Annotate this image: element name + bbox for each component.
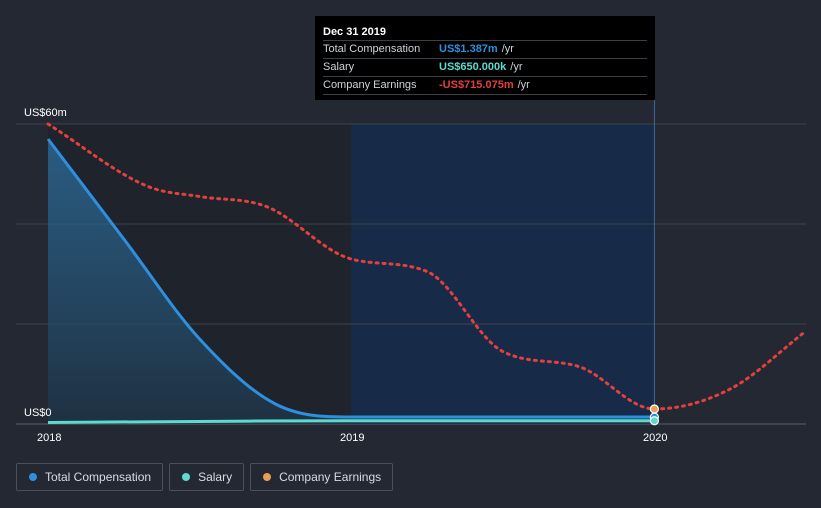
- salary-line: [47, 419, 655, 424]
- legend-label: Salary: [198, 470, 233, 484]
- tooltip-value: US$650.000k: [439, 61, 507, 73]
- tooltip-label: Company Earnings: [323, 79, 417, 91]
- tooltip-unit: /yr: [517, 79, 530, 91]
- tooltip-value: US$1.387m: [439, 43, 498, 55]
- legend-item-company-earnings[interactable]: Company Earnings: [250, 463, 394, 491]
- company-earnings-dot-icon: [263, 473, 272, 481]
- tooltip-date: Dec 31 2019: [323, 26, 386, 38]
- x-tick-label-2019: 2019: [340, 432, 364, 444]
- y-tick-label-max: US$60m: [24, 107, 67, 119]
- total-compensation-area: [48, 139, 655, 424]
- company-earnings-marker: [649, 404, 660, 414]
- legend-label: Company Earnings: [279, 470, 382, 484]
- tooltip: Dec 31 2019 Total Compensation US$1.387m…: [315, 16, 655, 100]
- highlight-region: [351, 124, 655, 424]
- tooltip-value: -US$715.075m: [439, 79, 514, 91]
- tooltip-row-salary: Salary US$650.000k /yr: [323, 58, 647, 76]
- tooltip-unit: /yr: [510, 61, 523, 73]
- x-tick-label-2018: 2018: [37, 432, 61, 444]
- legend: Total Compensation Salary Company Earnin…: [16, 463, 394, 491]
- highlight-markers: [649, 404, 660, 426]
- x-tick-label-2020: 2020: [643, 432, 667, 444]
- y-tick-label-zero: US$0: [24, 407, 52, 419]
- tooltip-label: Salary: [323, 61, 355, 73]
- total-compensation-line: [46, 138, 655, 419]
- salary-marker: [649, 416, 660, 426]
- tooltip-label: Total Compensation: [323, 43, 421, 55]
- legend-item-salary[interactable]: Salary: [169, 463, 245, 491]
- tooltip-row-company-earnings: Company Earnings -US$715.075m /yr: [323, 76, 647, 95]
- tooltip-unit: /yr: [501, 43, 514, 55]
- salary-dot-icon: [182, 473, 191, 481]
- total-compensation-dot-icon: [29, 473, 37, 481]
- legend-item-total-compensation[interactable]: Total Compensation: [16, 463, 164, 491]
- legend-label: Total Compensation: [45, 470, 152, 484]
- tooltip-row-total-compensation: Total Compensation US$1.387m /yr: [323, 40, 647, 58]
- company-earnings-line: [46, 122, 808, 411]
